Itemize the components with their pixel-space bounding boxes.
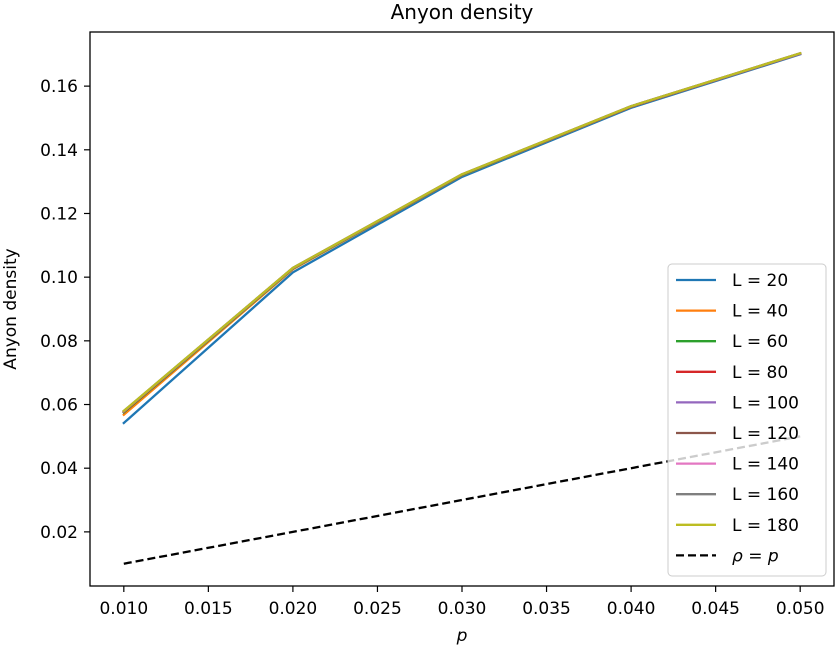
legend-label-l-20: L = 20 (732, 271, 788, 291)
legend-label-l-140: L = 140 (732, 455, 799, 475)
x-tick-label: 0.025 (353, 599, 402, 619)
y-tick-label: 0.16 (40, 77, 78, 97)
series-line-9 (122, 51, 802, 413)
y-axis: 0.02 0.04 0.06 0.08 0.10 0.12 0.14 0.16 (40, 77, 90, 543)
y-tick-label: 0.12 (40, 204, 78, 224)
series-line-10 (123, 435, 801, 565)
legend-label-p: ρ = p (732, 546, 779, 566)
x-tick-label: 0.050 (776, 599, 825, 619)
x-tick-label: 0.030 (438, 599, 487, 619)
x-tick-label: 0.035 (522, 599, 571, 619)
x-tick-label: 0.010 (99, 599, 148, 619)
legend-label-l-120: L = 120 (732, 424, 799, 444)
y-tick-label: 0.08 (40, 332, 78, 352)
x-axis-label: p (456, 626, 468, 646)
legend-label-l-180: L = 180 (732, 516, 799, 536)
x-tick-label: 0.015 (184, 599, 233, 619)
legend-label-l-60: L = 60 (732, 332, 788, 352)
x-tick-label: 0.045 (691, 599, 740, 619)
y-tick-label: 0.10 (40, 268, 78, 288)
y-tick-label: 0.14 (40, 141, 78, 161)
y-tick-label: 0.04 (40, 459, 78, 479)
plot-area (122, 51, 802, 565)
x-axis: 0.010 0.015 0.020 0.025 0.030 0.035 0.040 0.045… (99, 586, 825, 619)
y-tick-label: 0.02 (40, 523, 78, 543)
legend-label-l-100: L = 100 (732, 393, 799, 413)
chart-title: Anyon density (391, 0, 534, 24)
x-tick-label: 0.020 (269, 599, 318, 619)
legend-label-l-40: L = 40 (732, 302, 788, 322)
y-axis-label: Anyon density (1, 248, 21, 369)
x-tick-label: 0.040 (607, 599, 656, 619)
legend-label-l-80: L = 80 (732, 363, 788, 383)
legend: L = 20 L = 40 L = 60 L = 80 L = 100 L = 120 L … (667, 263, 827, 577)
y-tick-label: 0.06 (40, 396, 78, 416)
legend-label-l-160: L = 160 (732, 485, 799, 505)
